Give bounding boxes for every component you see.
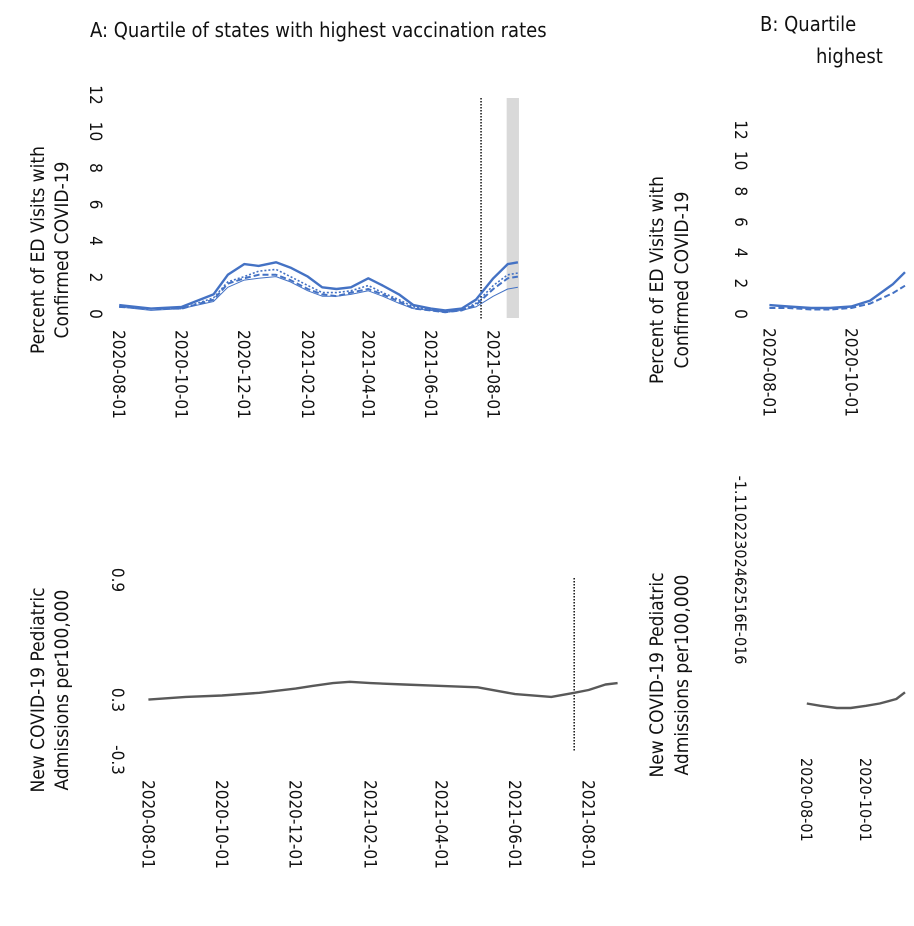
b-adm-xtick-label: 2020-10-01	[856, 758, 875, 842]
b-ed-xtick-label: 2020-10-01	[840, 328, 860, 417]
b-ed-ylabel-line1: Percent of ED Visits with	[646, 176, 668, 384]
a-ed-ytick-label: 2	[85, 273, 105, 283]
b-ed-ytick-label: 4	[730, 248, 750, 258]
b-adm-ytick-label: -1.11022302462516E-016	[731, 476, 750, 665]
a-adm-xtick-label: 2020-12-01	[285, 780, 305, 869]
a-adm-xtick-label: 2021-08-01	[578, 780, 598, 869]
b-ed-ytick-label: 10	[730, 151, 750, 170]
a-ed-ytick-label: 6	[85, 200, 105, 210]
a-ed-series-2	[119, 268, 519, 314]
a-ed-xtick-label: 2021-04-01	[357, 330, 377, 419]
b-ed-series-1	[769, 284, 906, 311]
a-ed-xtick-label: 2020-10-01	[171, 330, 191, 419]
b-adm-xtick-label: 2020-08-01	[797, 758, 816, 842]
panel-a-title: A: Quartile of states with highest vacci…	[90, 18, 547, 42]
a-ed-xtick-label: 2021-06-01	[420, 330, 440, 419]
b-ed-ytick-label: 12	[730, 120, 750, 139]
b-ed-ylabel-line2: Confirmed COVID-19	[671, 191, 693, 368]
b-adm-ylabel-line2: Admissions per100,000	[671, 575, 693, 776]
a-ed-series-3	[119, 276, 518, 313]
b-ed-ytick-label: 8	[730, 186, 750, 196]
a-ed-xtick-label: 2021-02-01	[297, 330, 317, 419]
a-ed-ytick-label: 8	[85, 163, 105, 173]
b-adm-ylabel-line1: New COVID-19 Pediatric	[646, 572, 668, 777]
a-ed-ytick-label: 12	[85, 85, 105, 104]
a-adm-xtick-label: 2021-04-01	[431, 780, 451, 869]
a-ed-ytick-label: 4	[85, 236, 105, 246]
a-adm-xtick-label: 2020-10-01	[211, 780, 231, 869]
b-ed-xtick-label: 2020-08-01	[758, 328, 778, 417]
b-ed-ytick-label: 0	[730, 309, 750, 319]
panel-b-title-line2: highest	[816, 44, 883, 68]
a-ed-shade-band	[506, 98, 519, 318]
a-ed-ylabel-line2: Confirmed COVID-19	[51, 161, 73, 338]
a-adm-ytick-label: -0.3	[107, 745, 127, 775]
a-ed-xtick-label: 2020-08-01	[108, 330, 128, 419]
b-ed-ytick-label: 6	[730, 217, 750, 227]
b-adm-series-0	[806, 691, 906, 710]
a-ed-ylabel-line1: Percent of ED Visits with	[27, 146, 49, 354]
b-ed-ytick-label: 2	[730, 278, 750, 288]
a-ed-series-0	[119, 261, 519, 312]
a-adm-ylabel-line1: New COVID-19 Pediatric	[27, 587, 49, 792]
b-ed-series-0	[769, 271, 906, 310]
a-ed-ytick-label: 10	[85, 122, 105, 141]
a-adm-xtick-label: 2021-06-01	[504, 780, 524, 869]
a-ed-ytick-label: 0	[85, 309, 105, 319]
a-ed-xtick-label: 2020-12-01	[233, 330, 253, 419]
plots-layer: 12 10 8 6 4 2 0 2020-08-01 2020-10-01 2020-12-01 2…	[85, 85, 906, 869]
a-adm-ylabel-line2: Admissions per100,000	[51, 590, 73, 791]
a-adm-xtick-label: 2021-02-01	[359, 780, 379, 869]
panel-b-title-line1: B: Quartile	[760, 12, 856, 36]
a-adm-ytick-label: 0.3	[107, 688, 127, 712]
a-adm-series-0	[148, 680, 618, 701]
a-adm-ytick-label: 0.9	[107, 568, 127, 592]
a-adm-xtick-label: 2020-08-01	[137, 780, 157, 869]
a-ed-xtick-label: 2021-08-01	[482, 330, 502, 419]
